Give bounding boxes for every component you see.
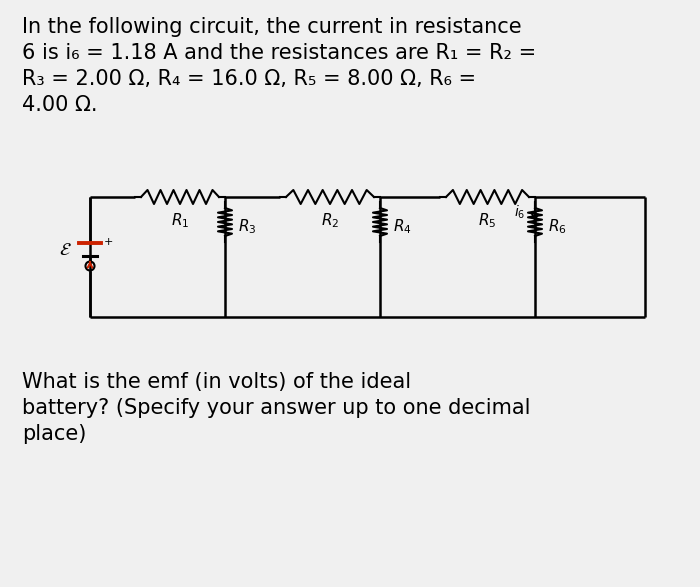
- Text: $R_3$: $R_3$: [238, 218, 256, 237]
- Text: $R_5$: $R_5$: [478, 211, 497, 230]
- Text: 4.00 Ω.: 4.00 Ω.: [22, 95, 97, 115]
- Text: $R_2$: $R_2$: [321, 211, 339, 230]
- Text: $R_1$: $R_1$: [171, 211, 189, 230]
- Text: 6 is i₆ = 1.18 A and the resistances are R₁ = R₂ =: 6 is i₆ = 1.18 A and the resistances are…: [22, 43, 536, 63]
- Text: place): place): [22, 424, 86, 444]
- Text: $R_4$: $R_4$: [393, 218, 412, 237]
- Text: In the following circuit, the current in resistance: In the following circuit, the current in…: [22, 17, 522, 37]
- Text: $i_6$: $i_6$: [514, 203, 525, 221]
- Text: R₃ = 2.00 Ω, R₄ = 16.0 Ω, R₅ = 8.00 Ω, R₆ =: R₃ = 2.00 Ω, R₄ = 16.0 Ω, R₅ = 8.00 Ω, R…: [22, 69, 476, 89]
- Text: $\mathcal{E}$: $\mathcal{E}$: [60, 241, 72, 259]
- Text: What is the emf (in volts) of the ideal: What is the emf (in volts) of the ideal: [22, 372, 411, 392]
- Text: $R_6$: $R_6$: [548, 218, 567, 237]
- Text: battery? (Specify your answer up to one decimal: battery? (Specify your answer up to one …: [22, 398, 531, 418]
- Text: +: +: [104, 237, 113, 247]
